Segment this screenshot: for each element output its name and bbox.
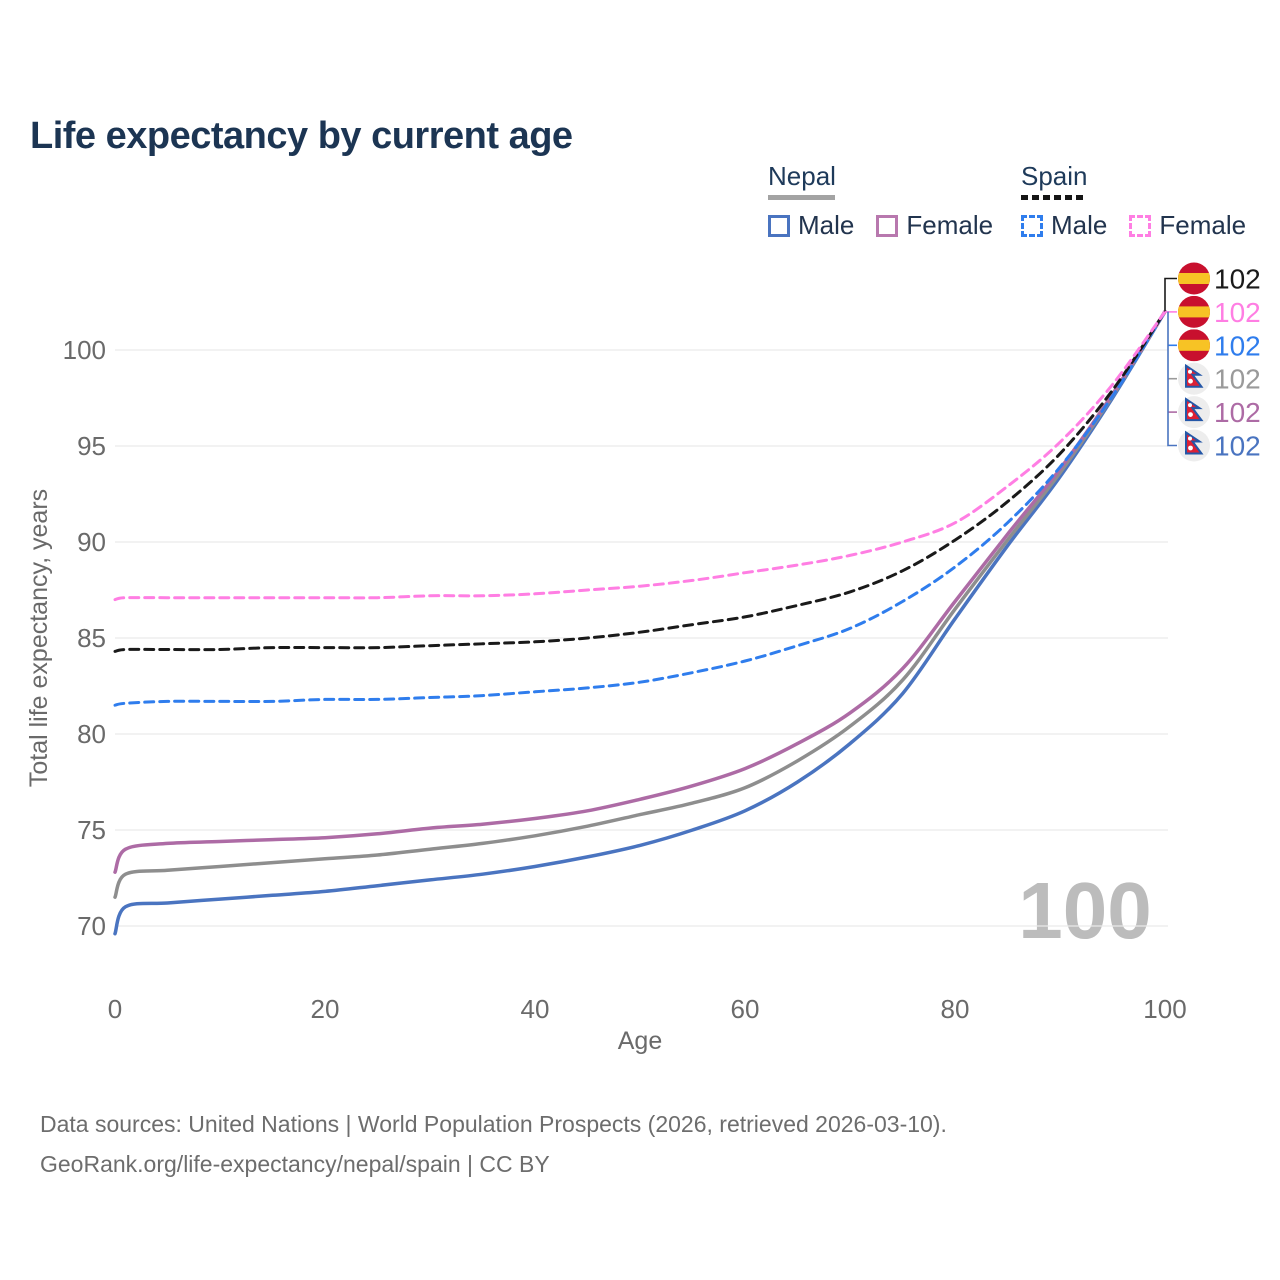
x-tick-label-40: 40 (521, 994, 550, 1024)
end-value-label-nepal-male: 102 (1214, 431, 1261, 462)
nepal-flag-icon (1178, 396, 1210, 429)
leader-line-spain-both (1164, 277, 1177, 312)
series-line-nepal-male (113, 309, 1167, 936)
end-value-label-nepal-both-sexes: 102 (1214, 364, 1261, 395)
end-value-label-spain-female: 102 (1214, 297, 1261, 328)
x-tick-label-60: 60 (731, 994, 760, 1024)
series-line-spain-both-sexes (113, 310, 1167, 653)
leader-line-nepal-male (1167, 311, 1177, 447)
legend-item-spain-male[interactable]: Male (1021, 210, 1107, 241)
georank-url-line: GeoRank.org/life-expectancy/nepal/spain … (40, 1151, 550, 1177)
y-tick-label-95: 95 (77, 431, 106, 461)
data-sources-line: Data sources: United Nations | World Pop… (40, 1111, 947, 1137)
y-tick-label-75: 75 (77, 815, 106, 845)
x-tick-label-80: 80 (941, 994, 970, 1024)
legend-header-nepal: Nepal (768, 161, 836, 191)
end-value-label-spain-male: 102 (1214, 330, 1261, 361)
spain-male-swatch-icon (1021, 214, 1043, 237)
end-value-label-nepal-female: 102 (1214, 397, 1261, 428)
series-line-nepal-both-sexes (113, 309, 1167, 899)
x-tick-label-0: 0 (108, 994, 122, 1024)
legend-header-spain: Spain (1021, 161, 1088, 191)
legend-label-spain-male: Male (1051, 210, 1108, 240)
legend-label-nepal-female: Female (906, 210, 994, 240)
y-axis-title: Total life expectancy, years (25, 489, 53, 787)
y-tick-label-90: 90 (77, 527, 106, 557)
source-attribution: Data sources: United Nations | World Pop… (40, 1104, 947, 1184)
y-tick-label-85: 85 (77, 623, 106, 653)
legend-item-spain-female[interactable]: Female (1129, 210, 1246, 241)
legend-item-nepal-female[interactable]: Female (876, 210, 993, 241)
y-tick-label-80: 80 (77, 719, 106, 749)
spain-dashed-line-sample (1021, 195, 1083, 200)
nepal-solid-line-sample (768, 195, 835, 200)
legend-label-nepal-male: Male (798, 210, 855, 240)
nepal-female-swatch-icon (876, 214, 899, 237)
end-value-label-spain-both-sexes: 102 (1214, 264, 1261, 295)
nepal-flag-icon (1178, 429, 1210, 462)
series-line-spain-female (113, 310, 1167, 602)
x-tick-label-100: 100 (1143, 994, 1186, 1024)
page-title: Life expectancy by current age (30, 115, 573, 158)
x-axis-title: Age (618, 1027, 662, 1055)
nepal-flag-icon (1178, 362, 1210, 395)
legend-group-nepal: Nepal Male Female (768, 161, 993, 241)
spain-flag-icon (1178, 262, 1210, 295)
nepal-male-swatch-icon (768, 214, 790, 237)
series-line-nepal-female (113, 309, 1167, 874)
y-tick-label-100: 100 (63, 335, 106, 365)
x-tick-label-20: 20 (311, 994, 340, 1024)
watermark-100: 100 (1018, 866, 1151, 955)
spain-flag-icon (1178, 295, 1210, 328)
spain-flag-icon (1178, 329, 1210, 362)
y-tick-label-70: 70 (77, 911, 106, 941)
spain-female-swatch-icon (1129, 214, 1152, 237)
legend-label-spain-female: Female (1159, 210, 1247, 240)
legend-group-spain: Spain Male Female (1021, 161, 1246, 241)
legend-item-nepal-male[interactable]: Male (768, 210, 854, 241)
series-line-spain-male (113, 310, 1167, 707)
